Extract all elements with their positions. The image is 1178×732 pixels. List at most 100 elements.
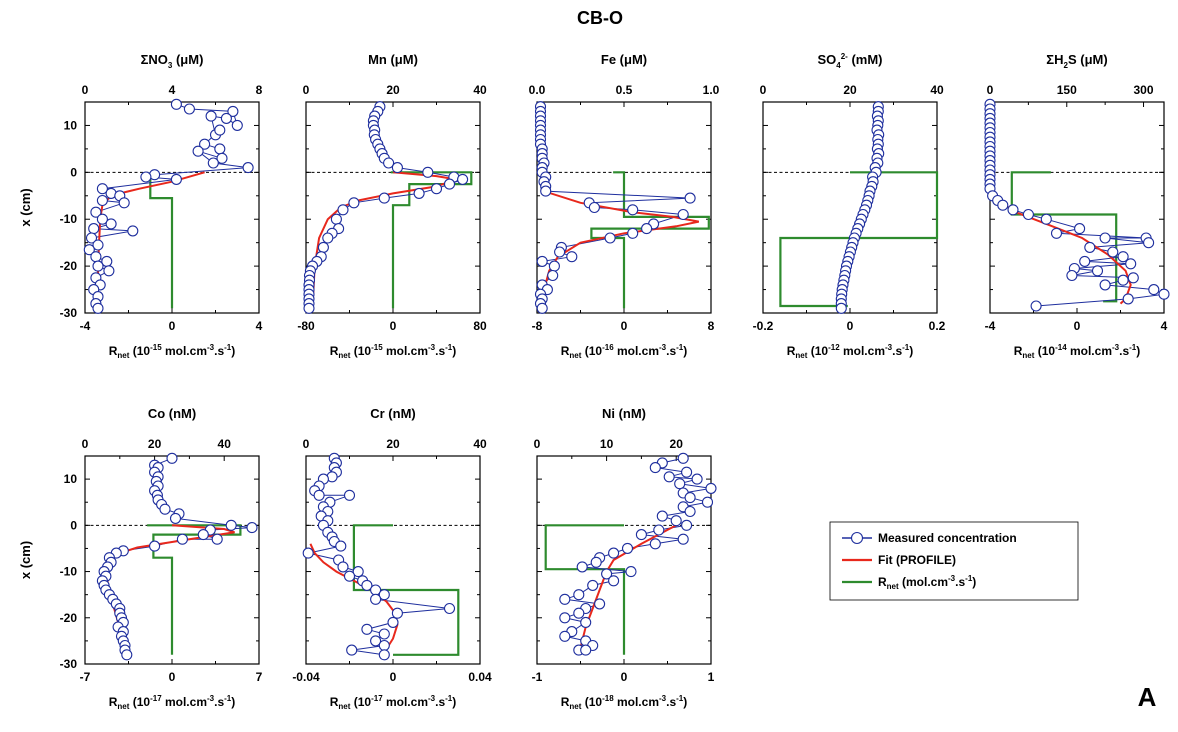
legend: Measured concentration Fit (PROFILE) Rne… xyxy=(829,521,1079,601)
measured-point xyxy=(96,183,108,195)
measured-point xyxy=(118,197,130,209)
measured-point xyxy=(1127,272,1139,284)
rnet-tick-label: 0 xyxy=(621,670,628,684)
measured-point xyxy=(608,575,620,587)
rnet-label-part: -18 xyxy=(602,694,614,703)
measured-point xyxy=(121,649,133,661)
measured-point xyxy=(303,302,315,314)
measured-point xyxy=(313,489,325,501)
rnet-tick-label: 1 xyxy=(708,670,715,684)
measured-point xyxy=(343,489,356,501)
measured-point xyxy=(413,187,425,199)
measured-point xyxy=(207,157,219,169)
measured-point xyxy=(554,246,566,258)
title-part: ΣH xyxy=(1046,52,1063,67)
measured-point xyxy=(90,251,102,263)
measured-point xyxy=(701,496,714,508)
measured-point xyxy=(378,589,390,601)
rnet-label-part: mol.cm xyxy=(162,344,207,358)
measured-point xyxy=(677,208,689,221)
rnet-label-part: -17 xyxy=(371,694,383,703)
y-axis-label: x (cm) xyxy=(18,188,33,226)
rnet-label-part: R xyxy=(787,344,796,358)
conc-tick-label: 10 xyxy=(600,437,614,451)
measured-point xyxy=(361,579,373,591)
measured-point xyxy=(197,529,209,541)
measured-point xyxy=(211,533,223,545)
measured-point xyxy=(1066,269,1078,282)
measured-line xyxy=(308,458,450,656)
conc-tick-label: 20 xyxy=(843,83,857,97)
conc-tick-label: 300 xyxy=(1134,83,1154,97)
rnet-axis-label: Rnet (10-16 mol.cm-3.s-1) xyxy=(561,343,688,360)
rnet-tick-label: 0 xyxy=(169,319,176,333)
legend-measured-marker xyxy=(850,531,864,545)
measured-point xyxy=(1050,227,1063,239)
rnet-label-part: net xyxy=(1022,351,1034,360)
rnet-label-part: mol.cm xyxy=(614,344,659,358)
rnet-label-part: ) xyxy=(231,344,235,358)
conc-tick-label: 0 xyxy=(987,83,994,97)
conc-tick-label: 0.0 xyxy=(529,83,546,97)
measured-point xyxy=(127,225,139,237)
measured-point xyxy=(1091,265,1104,277)
measured-point xyxy=(601,568,613,580)
title-part: (μM) xyxy=(172,52,203,67)
rnet-tick-label: 7 xyxy=(256,670,263,684)
plot-frame xyxy=(305,455,481,665)
measured-point xyxy=(96,213,108,225)
title-part: SO xyxy=(817,52,836,67)
rnet-label-part: -15 xyxy=(150,343,162,352)
rnet-label-part: -3 xyxy=(207,343,215,352)
rnet-label-part: -3 xyxy=(207,694,215,703)
measured-point xyxy=(653,524,665,536)
measured-point xyxy=(1099,232,1111,244)
measured-point xyxy=(1148,284,1160,296)
measured-point xyxy=(649,462,661,474)
conc-tick-label: 0 xyxy=(760,83,767,97)
measured-point xyxy=(1079,255,1091,267)
concentration-axis-title: Ni (nM) xyxy=(602,406,646,421)
title-part: (mM) xyxy=(848,52,883,67)
measured-point xyxy=(330,213,342,225)
y-tick-label: 0 xyxy=(70,165,77,179)
conc-tick-label: 150 xyxy=(1057,83,1077,97)
rnet-tick-label: 0 xyxy=(390,670,397,684)
measured-point xyxy=(105,218,117,230)
conc-tick-label: 0 xyxy=(303,437,310,451)
rnet-label-part: -1 xyxy=(1129,343,1137,352)
rnet-tick-label: -0.2 xyxy=(753,319,774,333)
conc-tick-label: 0 xyxy=(303,83,310,97)
rnet-axis-label: Rnet (10-17 mol.cm-3.s-1) xyxy=(330,694,457,711)
concentration-axis-title: Cr (nM) xyxy=(370,406,416,421)
measured-point xyxy=(1117,274,1129,286)
measured-point xyxy=(90,206,102,218)
measured-point xyxy=(370,593,382,605)
measured-point xyxy=(96,194,108,207)
rnet-tick-label: 8 xyxy=(708,319,715,333)
measured-point xyxy=(361,623,373,635)
rnet-tick-label: -8 xyxy=(532,319,543,333)
conc-tick-label: 0 xyxy=(82,83,89,97)
rnet-tick-label: -4 xyxy=(80,319,91,333)
legend-fit-label: Fit (PROFILE) xyxy=(878,553,956,567)
panel-2: 0 20 40 -80 0 80 Mn (μM) Rnet (10-15 mol.cm-3.s… xyxy=(297,52,487,360)
measured-point xyxy=(430,183,443,195)
rnet-tick-label: 4 xyxy=(256,319,263,333)
rnet-label-part: (10 xyxy=(807,344,828,358)
measured-point xyxy=(576,561,588,573)
title-part: Fe (μM) xyxy=(601,52,647,67)
concentration-axis-title: ΣNO3 (μM) xyxy=(141,52,204,70)
measured-point xyxy=(387,616,399,628)
measured-point xyxy=(1107,246,1119,258)
rnet-label-part: net xyxy=(338,351,350,360)
measured-point xyxy=(547,269,559,282)
measured-point xyxy=(590,556,602,568)
rnet-label-part: (10 xyxy=(581,344,602,358)
measured-point xyxy=(169,512,182,524)
measured-point xyxy=(649,538,661,550)
rnet-label-part: .s xyxy=(214,344,224,358)
title-superscript: 2- xyxy=(841,52,848,61)
measured-point xyxy=(457,173,469,185)
